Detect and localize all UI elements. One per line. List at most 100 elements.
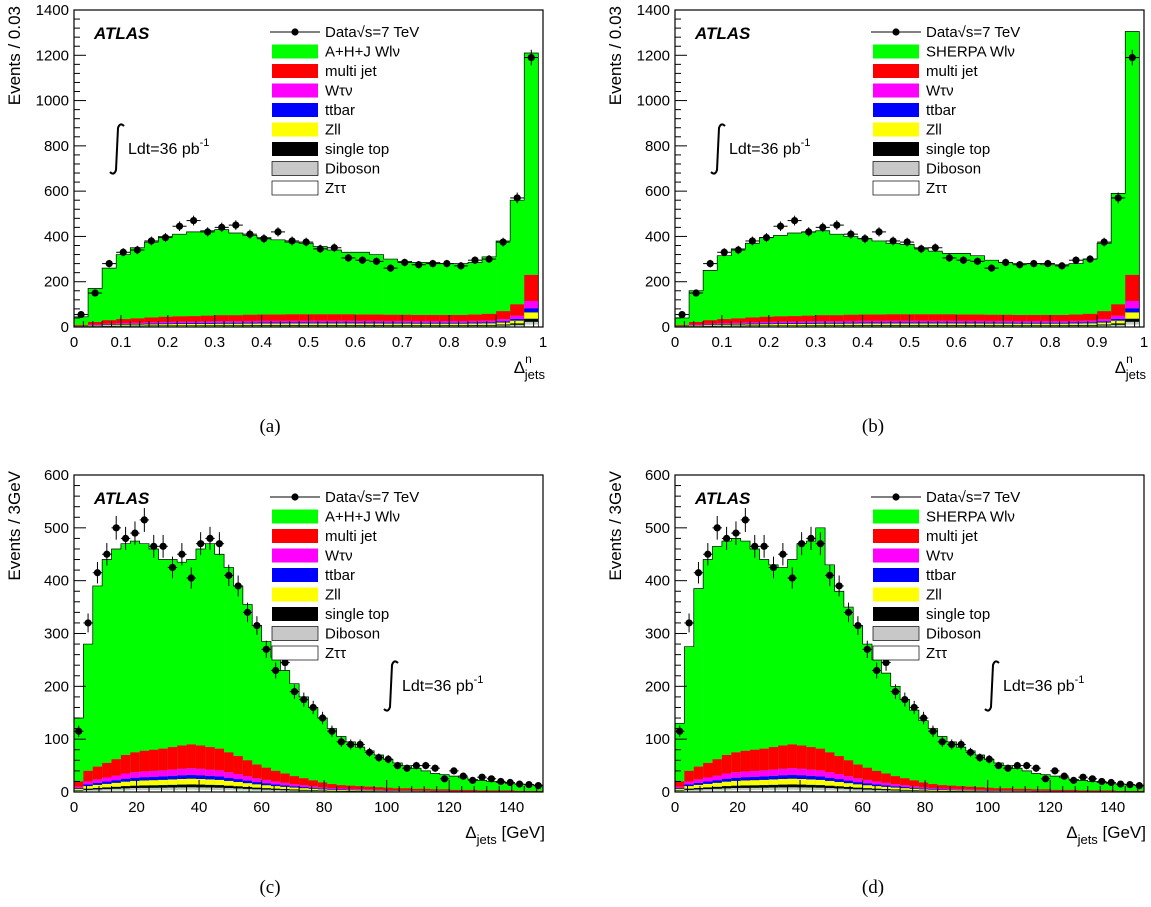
- wtaunu-bar: [327, 788, 337, 790]
- diboson-bar: [313, 325, 328, 327]
- diboson-bar: [801, 325, 816, 327]
- zll-bar: [740, 780, 751, 786]
- zll-bar: [1040, 323, 1056, 326]
- multijet-bar: [374, 787, 384, 790]
- wtaunu-bar: [177, 768, 187, 776]
- signal-bar: [74, 718, 84, 792]
- lumi-label-text: Ldt=36 pb: [1003, 678, 1075, 695]
- diboson-bar: [815, 787, 826, 790]
- signal-bar: [214, 554, 225, 792]
- singletop-bar: [909, 790, 920, 791]
- diboson-bar: [900, 325, 915, 327]
- ztautau-bar: [750, 789, 760, 792]
- singletop-bar: [900, 789, 910, 791]
- signal-bar: [1012, 768, 1023, 792]
- multijet-bar: [956, 786, 967, 790]
- wtaunu-bar: [965, 789, 976, 791]
- histogram-bars: [74, 541, 544, 792]
- diboson-bar: [252, 789, 262, 791]
- signal-bar: [787, 233, 802, 327]
- legend: Data√s=7 TeV SHERPA Wlν multi jet Wτν ttbar Z…: [871, 489, 1020, 662]
- chart-panel-d: 0 100 200 300 400 500 600 0 20 40 60 80 100 120 140 Eve…: [606, 467, 1146, 847]
- data-point: [525, 781, 533, 789]
- data-point: [302, 238, 310, 246]
- signal-bar: [313, 246, 328, 327]
- signal-bar: [524, 53, 539, 328]
- multijet-bar: [918, 782, 929, 788]
- signal-bar: [787, 559, 798, 792]
- data-point: [450, 767, 458, 775]
- multijet-bar: [228, 315, 244, 322]
- singletop-bar: [130, 325, 145, 327]
- wtaunu-bar: [829, 321, 845, 323]
- singletop-bar: [341, 324, 356, 326]
- signal-bar: [843, 236, 859, 327]
- legend-swatch-diboson: [872, 161, 920, 176]
- signal-bar: [1068, 779, 1079, 792]
- y-tick-label: 400: [44, 573, 69, 590]
- ztautau-bar: [806, 789, 816, 792]
- zll-bar: [759, 324, 774, 326]
- x-axis-label-sup: n: [1126, 352, 1133, 366]
- data-point: [704, 550, 712, 558]
- zll-bar: [74, 789, 84, 791]
- x-tick-label: 0.5: [298, 334, 319, 351]
- multijet-bar: [717, 319, 732, 324]
- zll-bar: [759, 779, 770, 786]
- wtaunu-bar: [355, 789, 366, 790]
- zll-bar: [200, 323, 215, 326]
- singletop-bar: [750, 785, 760, 788]
- legend-label: Zττ: [926, 645, 947, 662]
- multijet-bar: [477, 790, 488, 792]
- data-point: [807, 534, 815, 543]
- wtaunu-bar: [280, 782, 291, 786]
- x-tick-label: 140: [1100, 799, 1125, 816]
- multijet-bar: [843, 314, 859, 321]
- x-axis-label-unit: [GeV]: [497, 823, 545, 842]
- ztautau-bar: [120, 790, 131, 792]
- signal-bar: [1106, 783, 1117, 792]
- diboson-bar: [984, 325, 999, 327]
- y-tick-label: 800: [645, 138, 670, 155]
- data-point: [309, 703, 317, 712]
- signal-bar: [1097, 782, 1107, 792]
- zll-bar: [750, 780, 760, 786]
- x-tick-label: 80: [917, 799, 934, 816]
- diboson-bar: [425, 325, 441, 327]
- data-point: [938, 738, 946, 746]
- singletop-bar: [829, 325, 845, 326]
- ttbar-bar: [900, 787, 910, 789]
- diboson-bar: [843, 325, 859, 327]
- x-axis-label-sub: jets: [1077, 832, 1099, 847]
- multijet-bar: [158, 316, 173, 322]
- multijet-bar: [975, 787, 985, 790]
- zll-bar: [768, 779, 779, 785]
- data-point: [422, 761, 430, 770]
- diboson-bar: [439, 325, 455, 327]
- ttbar-bar: [214, 322, 230, 324]
- legend-label: ttbar: [325, 102, 355, 119]
- singletop-bar: [177, 784, 187, 788]
- legend-label: Diboson: [325, 161, 380, 178]
- signal-bar: [111, 548, 122, 792]
- singletop-bar: [815, 325, 831, 326]
- multijet-bar: [886, 314, 901, 321]
- y-axis: 0 200 400 600 800 1000 1200 1400: [637, 2, 687, 336]
- ztautau-bar: [214, 789, 225, 792]
- signal-bar: [886, 243, 901, 327]
- data-point: [281, 658, 289, 667]
- ttbar-bar: [731, 323, 746, 325]
- x-tick-label: 80: [316, 799, 333, 816]
- signal-bar: [439, 263, 455, 327]
- legend-label: multi jet: [325, 528, 378, 545]
- data-point: [365, 748, 374, 756]
- signal-bar: [92, 585, 103, 792]
- multijet-bar: [200, 315, 215, 322]
- ztautau-bar: [853, 790, 863, 792]
- diboson-bar: [871, 789, 882, 791]
- signal-bar: [914, 247, 929, 327]
- signal-bar: [900, 699, 910, 792]
- diboson-bar: [242, 788, 253, 791]
- multijet-bar: [937, 785, 948, 789]
- wtaunu-bar: [214, 770, 225, 777]
